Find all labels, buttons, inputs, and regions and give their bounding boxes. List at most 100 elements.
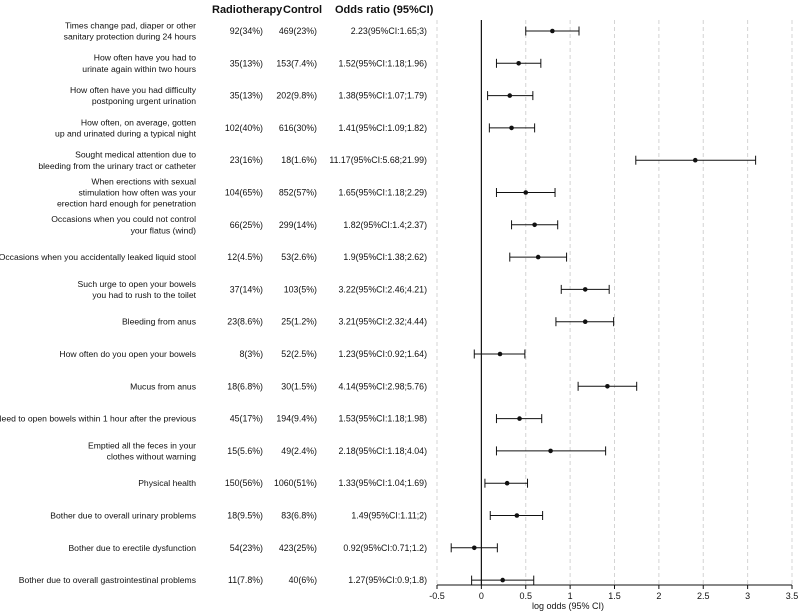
x-tick-label: 3.5 xyxy=(786,591,799,601)
radiotherapy-value: 18(6.8%) xyxy=(227,381,263,391)
table-row: Emptied all the feces in your clothes wit… xyxy=(88,440,607,462)
radiotherapy-value: 104(65%) xyxy=(225,188,263,198)
radiotherapy-value: 12(4.5%) xyxy=(227,252,263,262)
control-value: 49(2.4%) xyxy=(281,446,317,456)
point-estimate xyxy=(692,157,698,163)
x-tick-label: 2 xyxy=(656,591,661,601)
odds-ratio-value: 1.52(95%CI:1.18;1.96) xyxy=(338,58,427,68)
odds-ratio-value: 1.9(95%CI:1.38;2.62) xyxy=(343,252,427,262)
header-odds-ratio: Odds ratio (95%CI) xyxy=(335,4,434,16)
radiotherapy-value: 37(14%) xyxy=(230,284,263,294)
table-row: Bleeding from anus 23(8.6%) 25(1.2%) 3.21(9… xyxy=(122,317,615,327)
point-estimate xyxy=(517,416,522,421)
x-tick-label: 0 xyxy=(479,591,484,601)
control-value: 202(9.8%) xyxy=(276,91,317,101)
header-control: Control xyxy=(283,4,322,16)
row-label: stimulation how often was your xyxy=(78,188,196,198)
control-value: 53(2.6%) xyxy=(281,252,317,262)
x-axis: -0.5 0 0.5 1 1.5 2 2.5 3 3.5 xyxy=(429,584,799,601)
row-label: Emptied all the feces in your xyxy=(88,440,196,450)
radiotherapy-value: 11(7.8%) xyxy=(228,575,263,585)
point-estimate xyxy=(548,448,553,454)
control-value: 469(23%) xyxy=(279,26,317,36)
control-value: 40(6%) xyxy=(289,575,317,585)
table-row: How often, on average, gotten up and urin… xyxy=(55,117,536,139)
row-label: How often have you had difficulty xyxy=(70,85,197,95)
radiotherapy-value: 35(13%) xyxy=(230,58,263,68)
point-estimate xyxy=(471,545,477,551)
table-row: Need to open bowels within 1 hour after … xyxy=(0,414,543,424)
table-row: Bother due to overall gastrointestinal p… xyxy=(19,575,535,585)
radiotherapy-value: 18(9.5%) xyxy=(227,511,263,521)
row-label: How often do you open your bowels xyxy=(59,349,196,359)
odds-ratio-value: 2.18(95%CI:1.18;4.04) xyxy=(338,446,427,456)
point-estimate xyxy=(550,28,555,34)
x-tick-label: -0.5 xyxy=(429,591,445,601)
point-estimate xyxy=(535,254,541,260)
x-tick-label: 3 xyxy=(745,591,750,601)
control-value: 18(1.6%) xyxy=(281,155,317,165)
odds-ratio-value: 1.41(95%CI:1.09;1.82) xyxy=(338,123,427,133)
odds-ratio-value: 1.33(95%CI:1.04;1.69) xyxy=(338,478,427,488)
row-label: postponing urgent urination xyxy=(92,96,196,106)
point-estimate xyxy=(516,61,521,66)
rows: Times change pad, diaper or other sanitar… xyxy=(0,20,757,585)
odds-ratio-value: 1.27(95%CI:0.9;1.8) xyxy=(348,575,427,585)
point-estimate xyxy=(514,513,520,518)
row-label: Need to open bowels within 1 hour after … xyxy=(0,414,196,424)
row-label: Occasions when you accidentally leaked l… xyxy=(0,252,196,262)
x-tick-label: 0.5 xyxy=(519,591,532,601)
row-label: Such urge to open your bowels xyxy=(78,279,196,289)
control-value: 194(9.4%) xyxy=(276,414,317,424)
point-estimate xyxy=(500,577,505,583)
point-estimate xyxy=(582,287,588,292)
row-label: up and urinated during a typical night xyxy=(55,129,197,139)
radiotherapy-value: 23(16%) xyxy=(230,155,263,165)
control-value: 103(5%) xyxy=(284,284,317,294)
odds-ratio-value: 0.92(95%CI:0.71;1.2) xyxy=(343,543,427,553)
odds-ratio-value: 1.53(95%CI:1.18;1.98) xyxy=(338,414,427,424)
row-label: erection hard enough for penetration xyxy=(57,199,196,209)
control-value: 852(57%) xyxy=(279,188,317,198)
row-label: urinate again within two hours xyxy=(82,64,196,74)
control-value: 299(14%) xyxy=(279,220,317,230)
table-row: Occasions when you accidentally leaked l… xyxy=(0,252,568,262)
odds-ratio-value: 1.82(95%CI:1.4;2.37) xyxy=(343,220,427,230)
x-tick-label: 1.5 xyxy=(608,591,621,601)
point-estimate xyxy=(497,351,503,357)
table-row: Times change pad, diaper or other sanitar… xyxy=(64,20,580,42)
point-estimate xyxy=(507,93,513,98)
row-label: Physical health xyxy=(138,478,196,488)
odds-ratio-value: 3.21(95%CI:2.32;4.44) xyxy=(338,317,427,327)
x-tick-label: 1 xyxy=(568,591,573,601)
radiotherapy-value: 54(23%) xyxy=(230,543,263,553)
control-value: 423(25%) xyxy=(279,543,317,553)
column-headers: Radiotherapy Control Odds ratio (95%CI) xyxy=(212,4,434,16)
table-row: Physical health 150(56%) 1060(51%) 1.33(95%… xyxy=(138,478,529,488)
odds-ratio-value: 1.23(95%CI:0.92;1.64) xyxy=(338,349,427,359)
radiotherapy-value: 35(13%) xyxy=(230,91,263,101)
table-row: Occasions when you could not controlyour… xyxy=(51,214,559,235)
row-label: How often have you had to xyxy=(94,53,196,63)
control-value: 30(1.5%) xyxy=(281,381,317,391)
row-label: bleeding from the urinary tract or cathe… xyxy=(38,161,196,171)
row-label: clothes without warning xyxy=(107,452,197,462)
radiotherapy-value: 23(8.6%) xyxy=(227,317,263,327)
point-estimate xyxy=(605,384,610,389)
header-radiotherapy: Radiotherapy xyxy=(212,4,283,16)
odds-ratio-value: 1.49(95%CI:1.11;2) xyxy=(351,511,427,521)
table-row: How often do you open your bowels 8(3%) 52… xyxy=(59,349,526,359)
row-label: Sought medical attention due to xyxy=(75,150,196,160)
control-value: 1060(51%) xyxy=(274,478,317,488)
table-row: Mucus from anus 18(6.8%) 30(1.5%) 4.14(95%C… xyxy=(130,381,638,391)
row-label: your flatus (wind) xyxy=(131,225,197,235)
point-estimate xyxy=(509,125,514,131)
table-row: Bother due to overall urinary problems 18… xyxy=(50,511,544,521)
radiotherapy-value: 102(40%) xyxy=(225,123,263,133)
point-estimate xyxy=(504,480,510,486)
table-row: When erections with sexual stimulation ho… xyxy=(57,176,556,209)
grid-lines xyxy=(436,20,793,585)
odds-ratio-value: 3.22(95%CI:2.46;4.21) xyxy=(338,284,427,294)
